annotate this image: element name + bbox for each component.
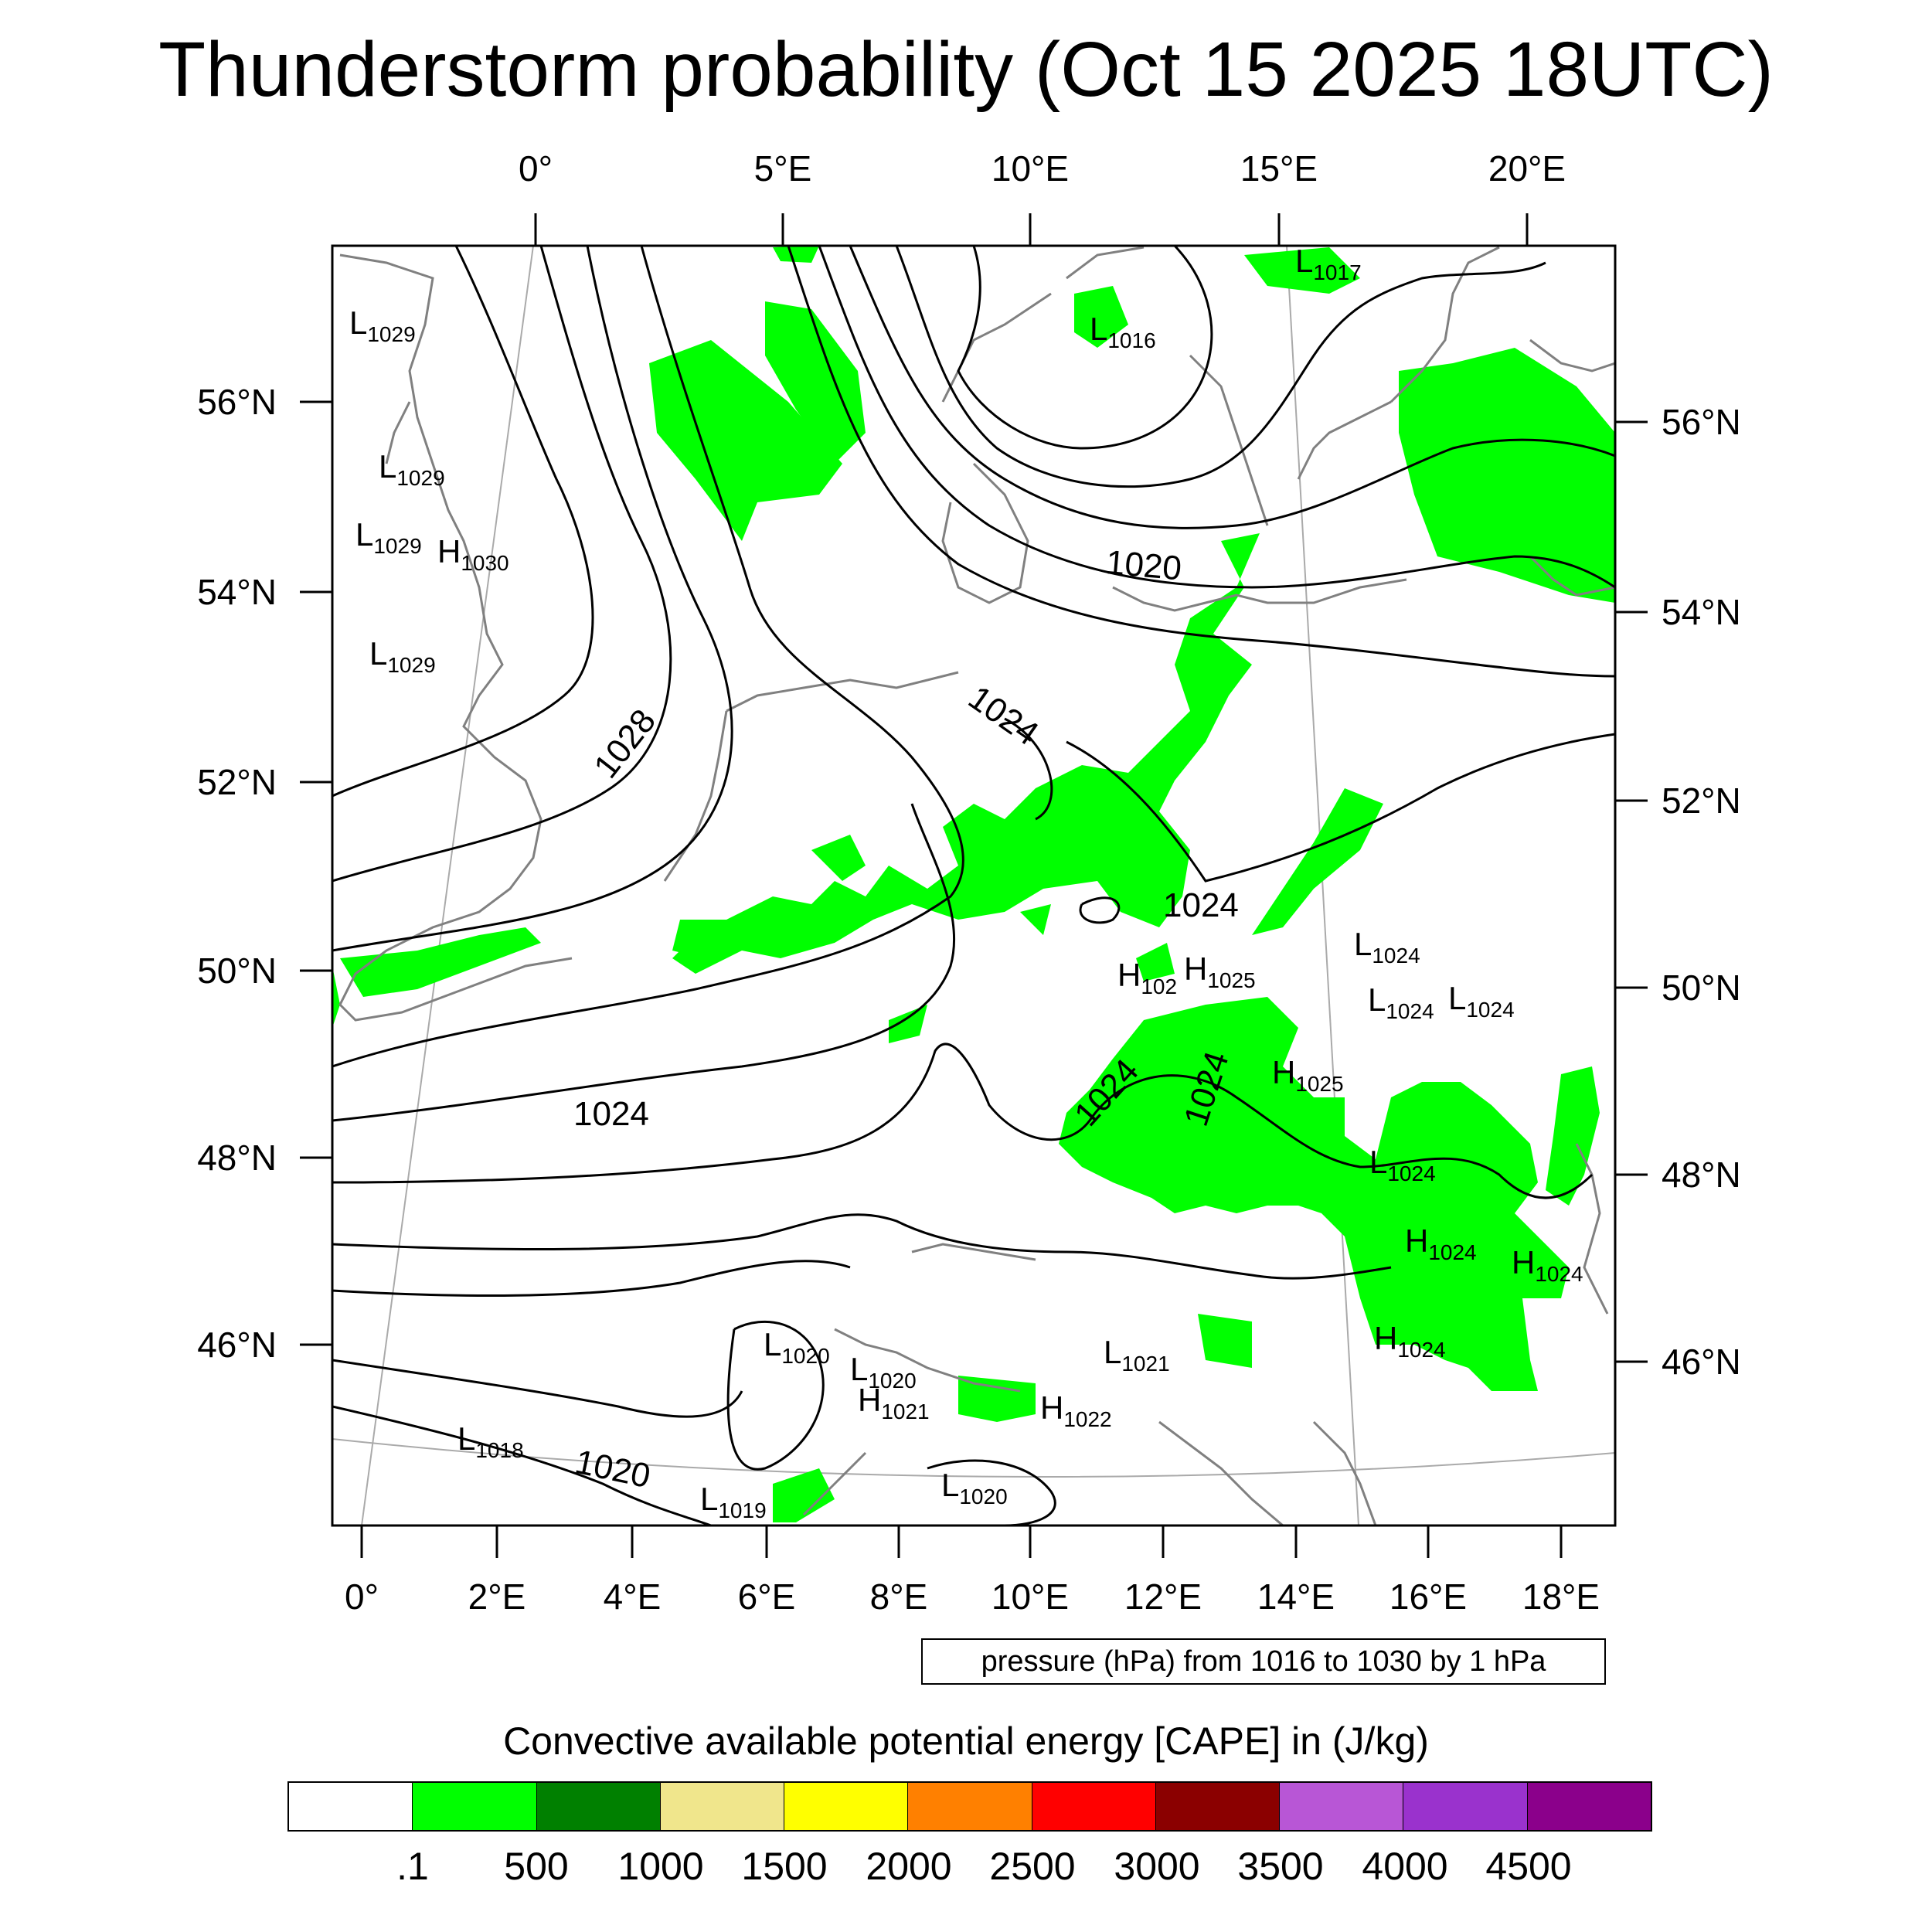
colorbar-label: 4500 — [1485, 1845, 1572, 1888]
pressure-center: L1029 — [379, 448, 445, 490]
pressure-center: L1018 — [457, 1420, 524, 1462]
pressure-center: H1024 — [1374, 1320, 1446, 1362]
pressure-centers: L1029 L1029 L1029 H1030 L1029 L1016 L101… — [349, 243, 1583, 1522]
pressure-center: H1024 — [1405, 1223, 1477, 1264]
top-axis-label: 10°E — [991, 148, 1070, 189]
pressure-center: H1025 — [1184, 951, 1256, 992]
pressure-center: L1029 — [349, 304, 416, 346]
pressure-center: L1029 — [355, 516, 422, 558]
bottom-axis-label: 2°E — [468, 1577, 526, 1617]
left-axis-label: 48°N — [197, 1138, 277, 1178]
top-axis-label: 5°E — [753, 148, 812, 189]
pressure-center: L1029 — [369, 635, 436, 677]
colorbar-label: 1500 — [741, 1845, 828, 1888]
bottom-axis-label: 4°E — [603, 1577, 662, 1617]
top-axis-label: 0° — [519, 148, 553, 189]
bottom-axis-label: 8°E — [869, 1577, 928, 1617]
colorbar-label: 500 — [504, 1845, 569, 1888]
pressure-center: H1021 — [858, 1382, 930, 1423]
left-axis-label: 52°N — [197, 762, 277, 802]
bottom-axis-label: 12°E — [1124, 1577, 1202, 1617]
colorbar-box — [289, 1783, 413, 1830]
cape-shading — [332, 246, 1615, 1522]
pressure-center: L1017 — [1295, 243, 1362, 284]
isobars — [332, 246, 1615, 1526]
map-frame — [331, 244, 1617, 1527]
bottom-axis-label: 18°E — [1522, 1577, 1600, 1617]
bottom-axis-label: 14°E — [1257, 1577, 1335, 1617]
bottom-axis-label: 0° — [345, 1577, 379, 1617]
right-axis-label: 46°N — [1662, 1342, 1741, 1382]
contour-label: 1020 — [1104, 543, 1183, 587]
pressure-center: L1024 — [1354, 926, 1420, 968]
left-axis-label: 50°N — [197, 951, 277, 991]
colorbar-label: .1 — [396, 1845, 429, 1888]
bottom-axis-label: 16°E — [1389, 1577, 1468, 1617]
colorbar-label: 3500 — [1237, 1845, 1324, 1888]
pressure-center: L1024 — [1369, 1144, 1436, 1185]
colorbar-box — [1403, 1783, 1528, 1830]
colorbar-box — [660, 1783, 785, 1830]
colorbar-box — [536, 1783, 661, 1830]
bottom-axis-label: 6°E — [737, 1577, 796, 1617]
pressure-center: L1020 — [764, 1326, 830, 1368]
tick-marks — [300, 213, 1648, 1558]
contour-label: 1024 — [573, 1095, 649, 1133]
contour-label: 1020 — [572, 1443, 654, 1495]
pressure-center: L1020 — [850, 1351, 917, 1393]
colorbar-box — [784, 1783, 909, 1830]
right-axis-label: 54°N — [1662, 592, 1741, 632]
colorbar-box — [1280, 1783, 1404, 1830]
colorbar-box — [908, 1783, 1032, 1830]
colorbar-label: 1000 — [617, 1845, 704, 1888]
contour-label: 1024 — [1163, 886, 1239, 924]
colorbar-label: 4000 — [1362, 1845, 1448, 1888]
pressure-center: H1024 — [1512, 1244, 1583, 1286]
left-axis-label: 56°N — [197, 382, 277, 422]
pressure-center: L1020 — [941, 1467, 1008, 1509]
legend-title: Convective available potential energy [C… — [503, 1719, 1429, 1763]
page-title: Thunderstorm probability (Oct 15 2025 18… — [158, 26, 1774, 113]
pressure-center: L1016 — [1090, 311, 1156, 352]
left-axis-label: 54°N — [197, 572, 277, 612]
colorbar-label: 2000 — [866, 1845, 952, 1888]
colorbar-box — [1155, 1783, 1281, 1830]
pressure-center: H102 — [1117, 957, 1177, 998]
colorbar-box — [413, 1783, 537, 1830]
colorbar — [287, 1781, 1652, 1832]
pressure-center: L1024 — [1448, 980, 1515, 1022]
bottom-axis-label: 10°E — [991, 1577, 1070, 1617]
colorbar-label: 2500 — [989, 1845, 1076, 1888]
coastlines — [338, 246, 1615, 1526]
contour-info-box: pressure (hPa) from 1016 to 1030 by 1 hP… — [921, 1638, 1606, 1685]
colorbar-label: 3000 — [1114, 1845, 1200, 1888]
right-axis-label: 48°N — [1662, 1155, 1741, 1195]
colorbar-box — [1527, 1783, 1651, 1830]
left-axis-label: 46°N — [197, 1325, 277, 1365]
colorbar-box — [1032, 1783, 1156, 1830]
right-axis-label: 50°N — [1662, 968, 1741, 1008]
pressure-center: H1025 — [1272, 1054, 1344, 1096]
pressure-center: H1022 — [1040, 1389, 1112, 1431]
pressure-center: H1030 — [437, 533, 509, 575]
right-axis-label: 52°N — [1662, 781, 1741, 821]
pressure-center: L1024 — [1368, 981, 1434, 1023]
top-axis-label: 15°E — [1240, 148, 1318, 189]
top-axis-label: 20°E — [1488, 148, 1566, 189]
pressure-center: L1021 — [1104, 1334, 1170, 1376]
pressure-center: L1019 — [700, 1481, 767, 1522]
right-axis-label: 56°N — [1662, 402, 1741, 442]
